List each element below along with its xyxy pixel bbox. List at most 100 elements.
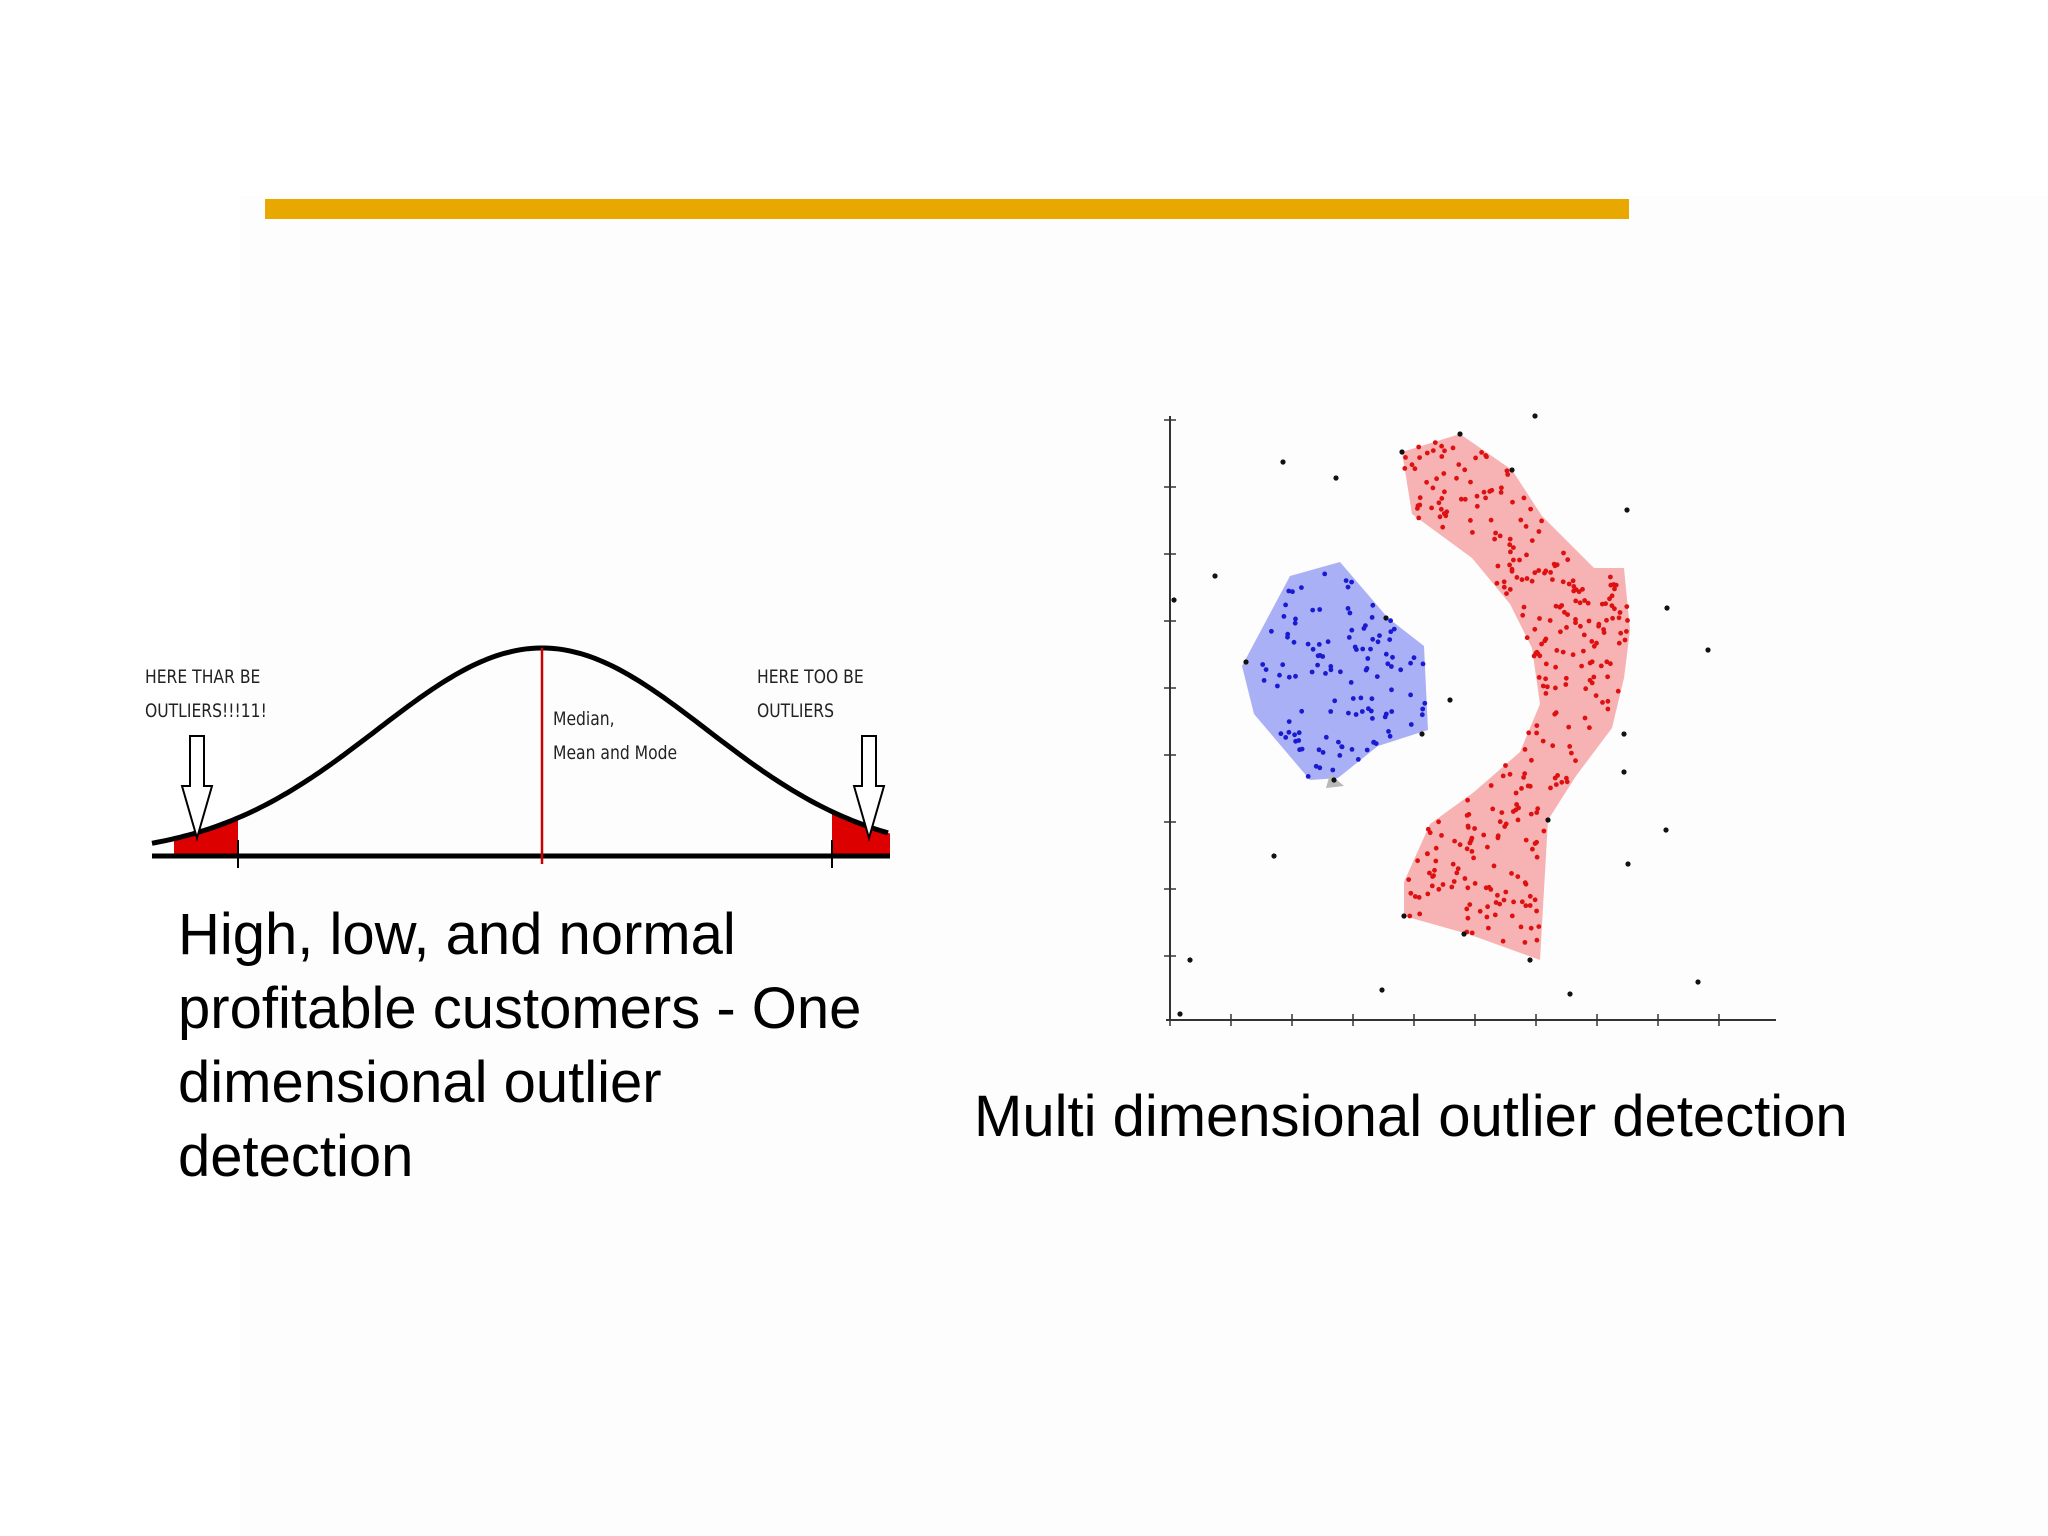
red-cluster-point xyxy=(1570,578,1576,584)
noise-point xyxy=(1271,853,1277,859)
cluster-scatter-figure xyxy=(1150,404,1790,1044)
blue-cluster-point xyxy=(1313,763,1319,769)
red-cluster-point xyxy=(1577,600,1583,606)
red-cluster-point xyxy=(1434,476,1439,482)
red-cluster-point xyxy=(1468,518,1473,523)
red-cluster-point xyxy=(1615,688,1621,694)
red-cluster-point xyxy=(1608,661,1613,667)
blue-cluster-point xyxy=(1293,673,1298,679)
red-cluster-point xyxy=(1500,938,1506,944)
red-cluster-point xyxy=(1449,884,1455,890)
red-cluster-point xyxy=(1409,462,1415,468)
blue-cluster-point xyxy=(1398,667,1404,673)
noise-point xyxy=(1532,413,1538,419)
red-cluster-point xyxy=(1519,899,1525,905)
red-cluster-point xyxy=(1417,455,1422,460)
red-cluster-point xyxy=(1436,886,1442,892)
red-cluster-point xyxy=(1550,743,1556,749)
red-cluster-point xyxy=(1563,675,1569,681)
cluster-scatter-svg xyxy=(1164,413,1776,1026)
blue-cluster-point xyxy=(1263,667,1269,672)
blue-cluster-point xyxy=(1422,700,1428,706)
red-cluster-point xyxy=(1465,915,1471,921)
red-cluster-point xyxy=(1610,615,1615,621)
red-cluster-point xyxy=(1477,908,1483,914)
red-cluster-point xyxy=(1557,604,1563,610)
red-cluster-point xyxy=(1559,779,1565,785)
blue-cluster-point xyxy=(1389,709,1395,714)
blue-cluster-point xyxy=(1292,620,1298,626)
red-cluster-point xyxy=(1605,706,1611,712)
noise-point xyxy=(1333,475,1339,481)
red-cluster-point xyxy=(1483,885,1489,891)
blue-cluster-point xyxy=(1348,680,1354,685)
red-cluster-point xyxy=(1593,693,1599,698)
red-cluster-point xyxy=(1497,533,1503,539)
red-cluster-point xyxy=(1550,577,1555,582)
red-cluster-point xyxy=(1450,445,1456,451)
red-cluster-point xyxy=(1520,612,1526,618)
blue-cluster-point xyxy=(1354,647,1359,652)
red-cluster-point xyxy=(1454,870,1460,876)
red-cluster-point xyxy=(1566,724,1572,730)
blue-cluster-point xyxy=(1290,589,1295,595)
noise-point xyxy=(1621,769,1627,775)
red-cluster-point xyxy=(1431,873,1436,878)
red-cluster-point xyxy=(1429,505,1434,511)
red-cluster-point xyxy=(1412,466,1418,472)
red-cluster-point xyxy=(1483,495,1488,501)
red-cluster-point xyxy=(1543,691,1549,696)
red-cluster-point xyxy=(1495,833,1501,839)
red-cluster-point xyxy=(1511,899,1516,905)
red-cluster-point xyxy=(1456,462,1462,467)
red-cluster-point xyxy=(1472,881,1478,886)
blue-cluster-point xyxy=(1391,626,1397,632)
red-cluster-point xyxy=(1561,550,1566,556)
red-cluster-point xyxy=(1530,846,1535,852)
red-cluster-point xyxy=(1415,506,1420,511)
bell-curve-figure: HERE THAR BE OUTLIERS!!!11! HERE TOO BE … xyxy=(110,620,910,885)
red-cluster-point xyxy=(1560,649,1566,655)
red-cluster-point xyxy=(1416,895,1422,900)
red-cluster-point xyxy=(1564,779,1570,785)
blue-cluster-point xyxy=(1316,747,1322,753)
red-cluster-point xyxy=(1541,828,1547,834)
blue-cluster-point xyxy=(1337,753,1343,758)
red-cluster-point xyxy=(1521,495,1527,501)
blue-cluster-point xyxy=(1349,627,1355,633)
bell-curve xyxy=(151,645,889,846)
red-cluster-point xyxy=(1441,511,1447,516)
red-cluster-point xyxy=(1488,887,1494,892)
title-accent-bar xyxy=(265,199,1629,219)
red-cluster-point xyxy=(1601,630,1607,635)
content-background xyxy=(240,196,2048,1536)
blue-cluster-point xyxy=(1281,614,1287,619)
blue-cluster-point xyxy=(1353,712,1359,717)
red-cluster-point xyxy=(1543,661,1549,667)
red-cluster-point xyxy=(1507,587,1513,592)
red-cluster-point xyxy=(1543,636,1549,642)
red-cluster-point xyxy=(1532,570,1538,576)
red-cluster-point xyxy=(1518,924,1524,930)
red-cluster-point xyxy=(1524,635,1530,641)
red-cluster-point xyxy=(1439,443,1444,449)
red-cluster-point xyxy=(1470,530,1475,535)
red-cluster-point xyxy=(1573,598,1579,604)
red-cluster-point xyxy=(1555,773,1560,778)
red-cluster-point xyxy=(1497,901,1503,907)
red-cluster-point xyxy=(1402,466,1408,471)
red-cluster-point xyxy=(1553,782,1559,787)
blue-cluster-point xyxy=(1390,654,1395,660)
red-cluster-point xyxy=(1503,889,1509,895)
red-cluster-point xyxy=(1501,584,1507,590)
red-cluster-point xyxy=(1605,698,1611,704)
red-cluster-point xyxy=(1511,545,1516,550)
red-cluster-point xyxy=(1529,538,1535,543)
red-cluster-point xyxy=(1535,806,1541,812)
blue-cluster-point xyxy=(1358,695,1364,701)
blue-cluster-point xyxy=(1315,662,1320,668)
red-cluster-point xyxy=(1563,682,1569,687)
red-cluster-point xyxy=(1553,710,1559,716)
red-cluster-point xyxy=(1523,524,1529,529)
blue-cluster-point xyxy=(1305,641,1311,647)
